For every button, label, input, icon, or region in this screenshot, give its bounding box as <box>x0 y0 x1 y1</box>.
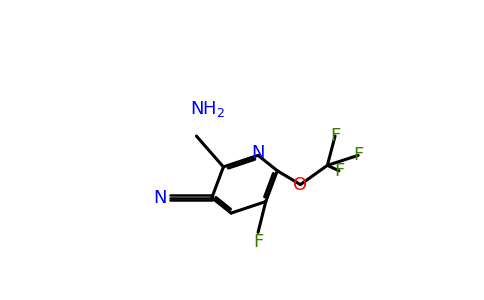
Text: F: F <box>334 162 344 180</box>
Text: O: O <box>293 176 307 194</box>
Text: N: N <box>153 189 167 207</box>
Text: N: N <box>251 144 265 162</box>
Text: F: F <box>253 233 263 251</box>
Text: F: F <box>353 146 363 164</box>
Text: F: F <box>330 127 340 145</box>
Text: NH$_2$: NH$_2$ <box>190 99 226 119</box>
